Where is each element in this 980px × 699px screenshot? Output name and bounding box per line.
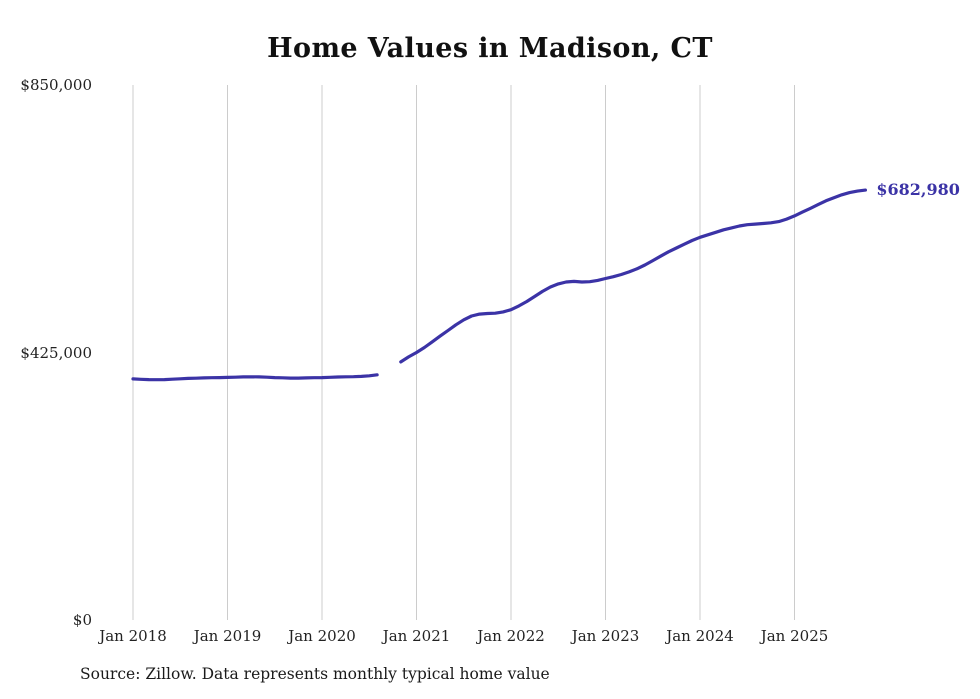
x-axis-tick-label: Jan 2024 [666, 627, 734, 645]
x-axis-tick-label: Jan 2025 [760, 627, 829, 645]
y-axis-tick-label: $0 [72, 611, 92, 629]
x-axis-tick-label: Jan 2018 [99, 627, 167, 645]
x-axis-tick-label: Jan 2021 [382, 627, 451, 645]
chart-title: Home Values in Madison, CT [267, 33, 713, 64]
x-axis-tick-label: Jan 2023 [571, 627, 640, 645]
home-value-line [131, 188, 867, 382]
x-axis-tick-label: Jan 2020 [288, 627, 356, 645]
x-axis-tick-label: Jan 2022 [477, 627, 545, 645]
y-axis-tick-label: $425,000 [20, 343, 92, 362]
source-note: Source: Zillow. Data represents monthly … [80, 665, 550, 683]
x-axis-tick-label: Jan 2019 [193, 627, 262, 645]
y-axis-tick-label: $850,000 [20, 76, 92, 94]
end-value-label: $682,980 [876, 180, 960, 200]
